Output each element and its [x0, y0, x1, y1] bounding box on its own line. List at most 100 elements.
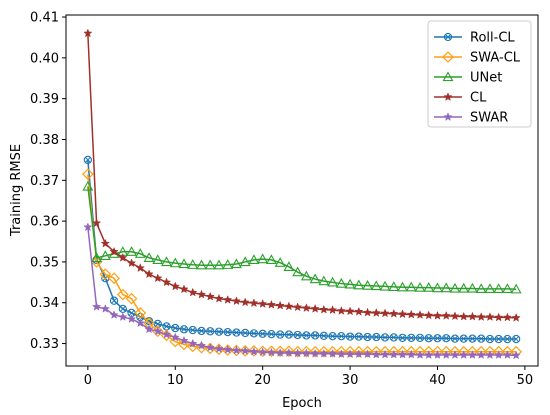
legend-marker — [443, 32, 453, 42]
data-point — [118, 252, 128, 262]
data-point — [389, 349, 399, 359]
series-unet — [82, 180, 522, 294]
data-point — [344, 345, 356, 358]
x-tick-label: 0 — [84, 373, 92, 388]
x-tick-label: 10 — [167, 373, 184, 388]
data-point — [335, 345, 348, 358]
legend-label: Roll-CL — [470, 31, 515, 46]
data-point — [432, 282, 443, 293]
data-point — [223, 344, 233, 354]
data-point — [467, 311, 478, 321]
data-point — [248, 254, 260, 265]
data-point — [406, 349, 416, 359]
x-tick-label: 40 — [429, 373, 446, 388]
data-point — [476, 350, 486, 359]
series-roll-cl — [83, 155, 521, 344]
data-point — [187, 259, 199, 269]
data-point — [178, 338, 190, 351]
data-point — [361, 345, 374, 358]
plot-frame — [65, 14, 539, 367]
legend-marker — [443, 92, 453, 101]
data-point — [169, 335, 182, 348]
data-point — [345, 306, 355, 316]
data-point — [275, 300, 285, 310]
data-point — [501, 283, 513, 294]
data-point — [197, 326, 206, 336]
legend-box — [427, 20, 532, 128]
data-point — [327, 276, 339, 287]
data-point — [398, 333, 407, 342]
data-point — [232, 328, 241, 337]
data-point — [485, 334, 495, 344]
data-point — [188, 338, 198, 348]
data-point — [310, 303, 320, 313]
data-point — [414, 282, 426, 292]
data-point — [467, 350, 478, 359]
data-point — [442, 334, 451, 343]
data-point — [258, 347, 268, 357]
data-point — [396, 345, 409, 358]
data-point — [231, 345, 242, 355]
data-point — [511, 350, 521, 360]
legend-marker — [442, 71, 454, 82]
data-point — [126, 314, 137, 324]
data-point — [475, 283, 487, 294]
data-point — [239, 256, 251, 267]
data-point — [458, 282, 470, 293]
data-point — [432, 310, 443, 320]
data-point — [432, 350, 443, 359]
data-point — [231, 258, 242, 269]
data-point — [144, 324, 154, 334]
data-point — [284, 301, 294, 311]
series-layer — [82, 28, 522, 360]
data-point — [415, 350, 425, 359]
data-point — [502, 350, 513, 359]
legend-label: UNet — [470, 71, 502, 86]
data-point — [293, 330, 302, 340]
data-point — [169, 257, 181, 268]
data-point — [424, 334, 433, 343]
data-point — [116, 288, 129, 301]
data-point — [371, 349, 381, 359]
y-tick-label: 0.37 — [30, 174, 59, 189]
series-line — [87, 159, 517, 340]
data-point — [161, 256, 172, 267]
data-point — [494, 350, 504, 359]
data-point — [510, 283, 522, 294]
data-point — [424, 350, 434, 359]
data-point — [301, 303, 312, 313]
data-point — [319, 304, 329, 314]
data-point — [485, 312, 495, 321]
data-point — [83, 28, 93, 38]
data-point — [134, 248, 146, 258]
data-point — [91, 252, 103, 262]
data-point — [274, 345, 286, 358]
data-point — [379, 280, 391, 291]
data-point — [214, 293, 224, 303]
data-point — [441, 310, 451, 320]
x-tick-label: 20 — [254, 373, 271, 388]
data-point — [477, 334, 486, 343]
data-point — [153, 326, 163, 336]
data-point — [336, 306, 346, 315]
data-point — [371, 308, 381, 317]
data-point — [100, 303, 110, 313]
data-point — [239, 345, 252, 357]
data-point — [389, 308, 399, 318]
data-point — [449, 282, 461, 293]
data-point — [354, 332, 363, 341]
data-point — [441, 350, 451, 359]
data-point — [126, 246, 137, 256]
data-point — [249, 346, 259, 356]
y-tick-label: 0.35 — [30, 255, 59, 270]
data-point — [440, 282, 452, 293]
data-point — [196, 289, 207, 299]
data-point — [459, 311, 469, 321]
data-point — [91, 301, 102, 311]
data-point — [318, 275, 330, 286]
data-point — [151, 325, 164, 338]
data-point — [265, 345, 278, 358]
data-point — [118, 312, 128, 321]
data-point — [302, 331, 311, 340]
data-point — [213, 259, 225, 270]
